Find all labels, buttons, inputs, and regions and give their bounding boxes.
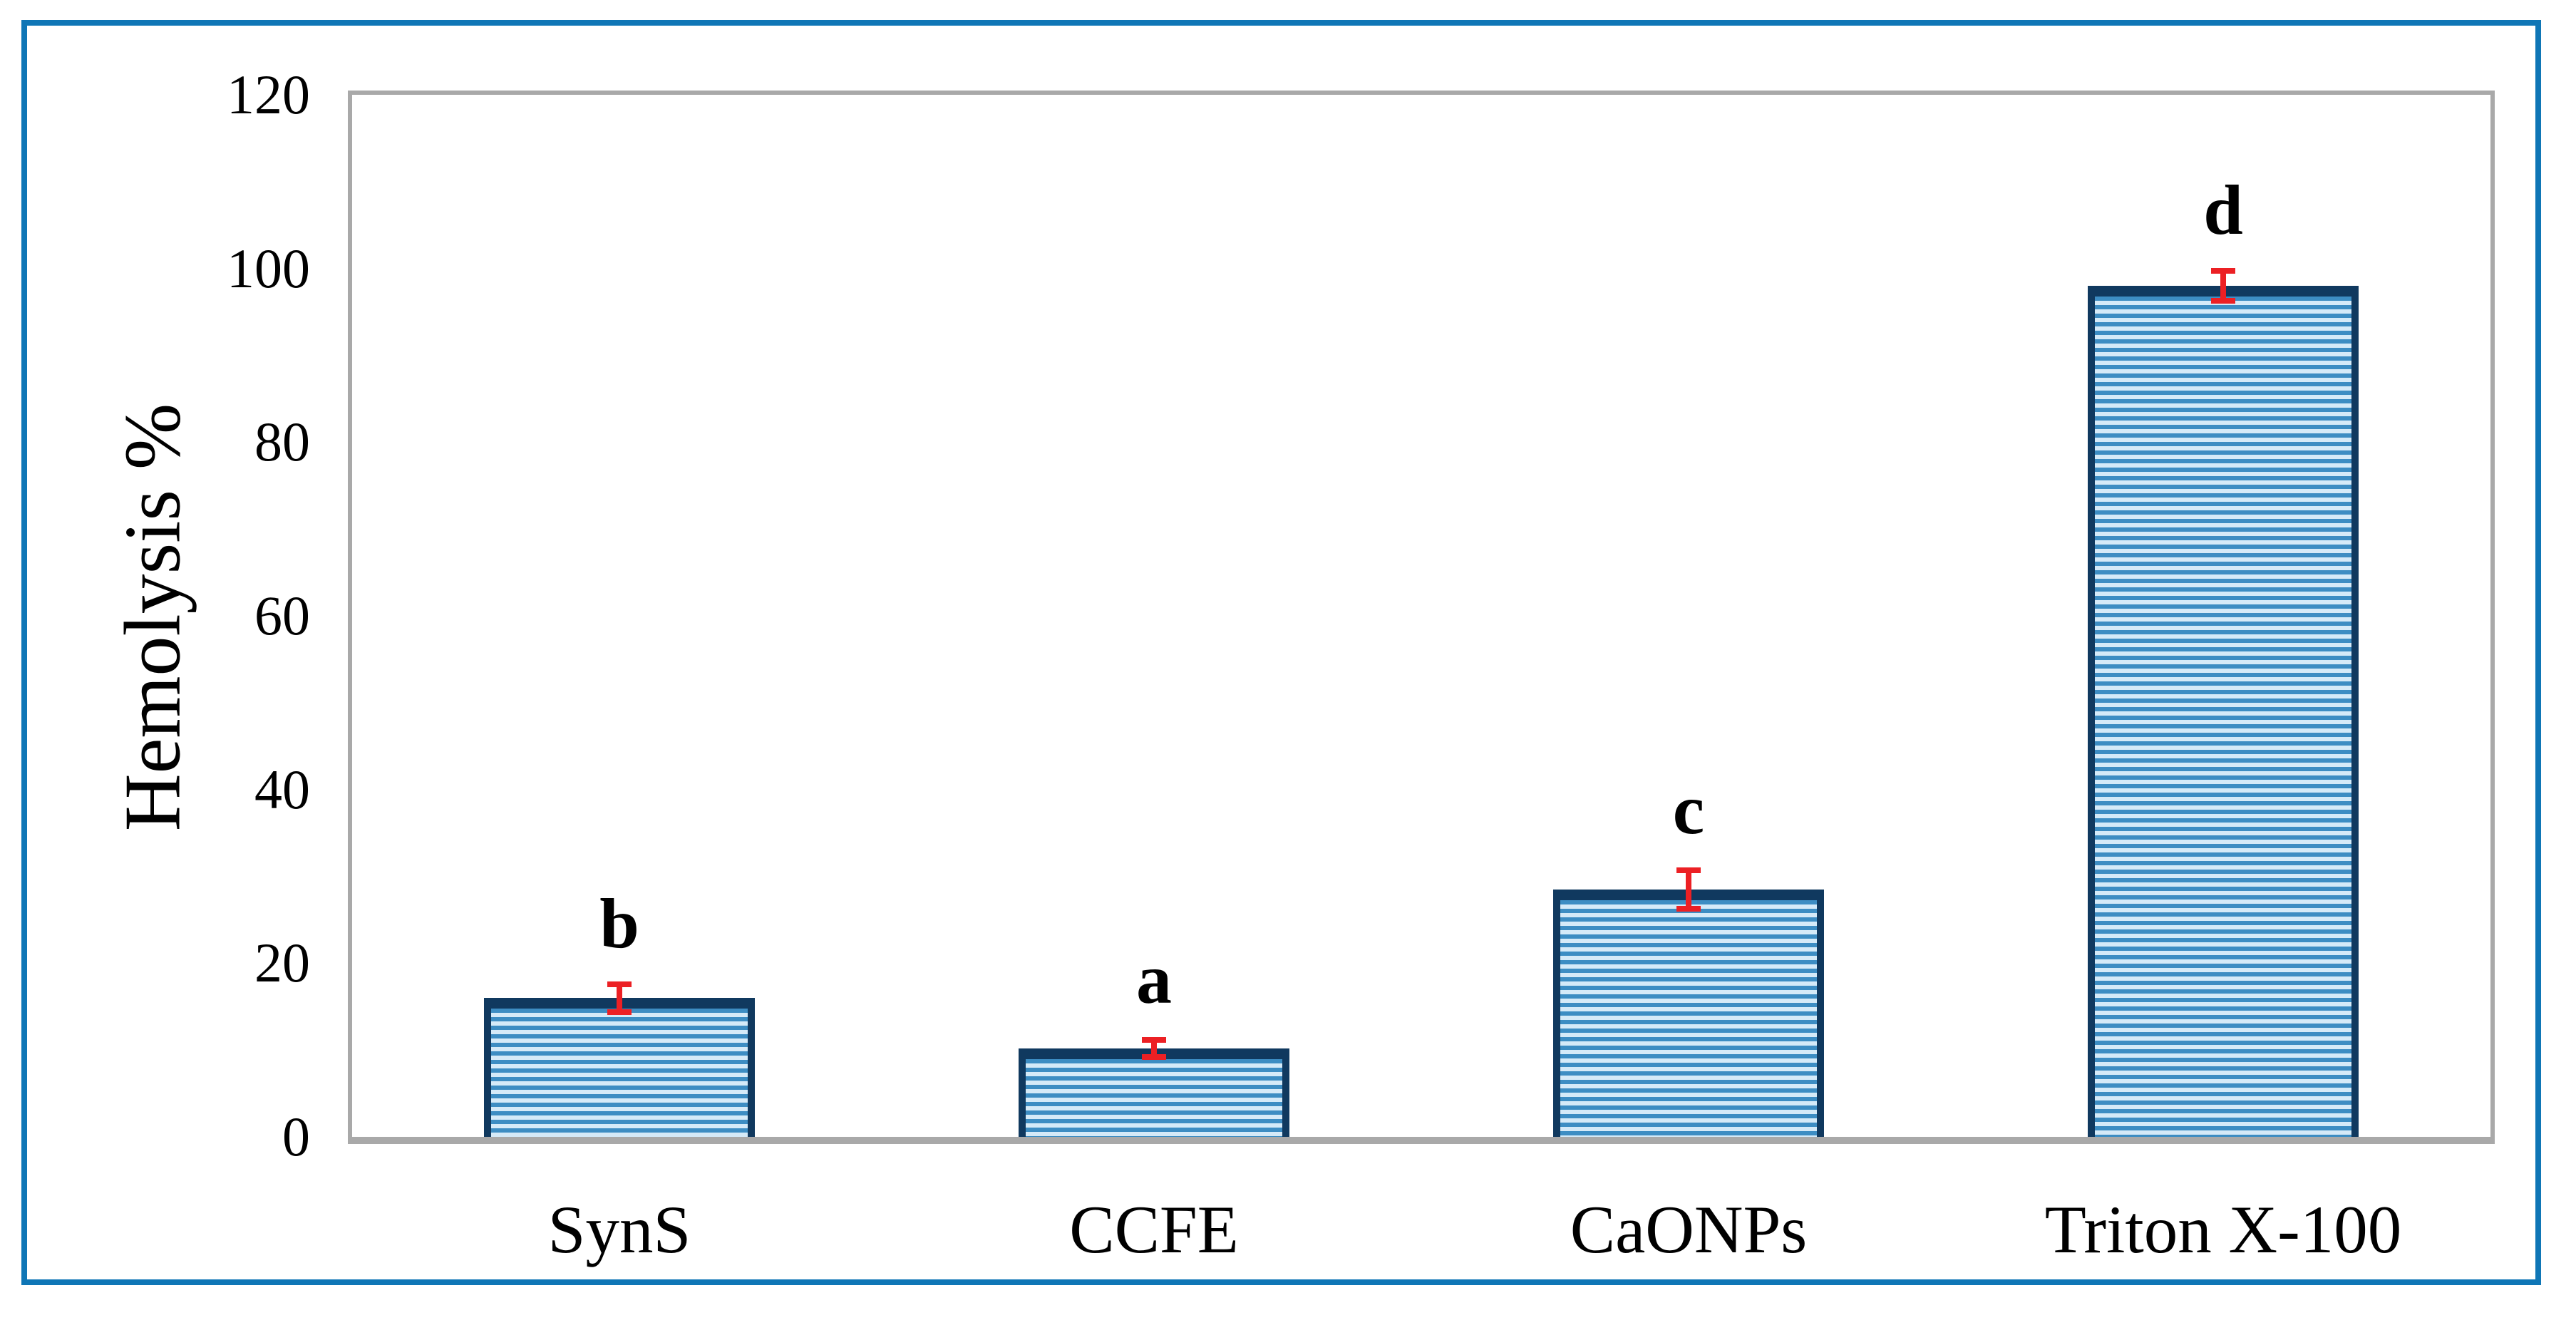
error-bar-caonps xyxy=(1686,870,1691,909)
error-bar-ccfe xyxy=(1151,1039,1157,1057)
significance-letter-caonps: c xyxy=(1672,769,1705,849)
y-tick-label-40: 40 xyxy=(254,758,310,820)
x-tick-label-triton-x-100: Triton X-100 xyxy=(2044,1192,2402,1267)
x-tick-label-caonps: CaONPs xyxy=(1570,1192,1808,1267)
y-tick-label-80: 80 xyxy=(254,411,310,473)
error-bar-cap-top-syns xyxy=(607,981,632,987)
y-tick-label-120: 120 xyxy=(227,63,310,125)
y-tick-label-20: 20 xyxy=(254,932,310,994)
bar-triton-x-100 xyxy=(2088,286,2359,1137)
x-tick-label-ccfe: CCFE xyxy=(1069,1192,1239,1267)
error-bar-syns xyxy=(617,984,622,1012)
significance-letter-ccfe: a xyxy=(1136,939,1172,1019)
plot-area: b a c d xyxy=(352,95,2490,1137)
error-bar-triton-x-100 xyxy=(2220,271,2226,301)
y-tick-label-100: 100 xyxy=(227,237,310,299)
bar-syns xyxy=(484,998,755,1137)
error-bar-cap-top-ccfe xyxy=(1142,1036,1166,1043)
y-tick-label-0: 0 xyxy=(282,1105,310,1167)
significance-letter-triton-x-100: d xyxy=(2203,170,2243,250)
significance-letter-syns: b xyxy=(599,883,639,963)
y-axis-tick-labels: 0 20 40 60 80 100 120 xyxy=(0,63,310,1167)
bar-ccfe xyxy=(1019,1048,1289,1137)
error-bar-cap-bottom-triton-x-100 xyxy=(2211,297,2235,304)
y-tick-label-60: 60 xyxy=(254,584,310,646)
error-bar-cap-top-triton-x-100 xyxy=(2211,268,2235,274)
error-bar-cap-bottom-caonps xyxy=(1676,905,1701,912)
x-axis-tick-labels: SynS CCFE CaONPs Triton X-100 xyxy=(352,1176,2490,1283)
bar-caonps xyxy=(1553,889,1824,1137)
x-tick-label-syns: SynS xyxy=(547,1192,691,1267)
error-bar-cap-top-caonps xyxy=(1676,867,1701,873)
error-bar-cap-bottom-syns xyxy=(607,1009,632,1015)
error-bar-cap-bottom-ccfe xyxy=(1142,1053,1166,1060)
